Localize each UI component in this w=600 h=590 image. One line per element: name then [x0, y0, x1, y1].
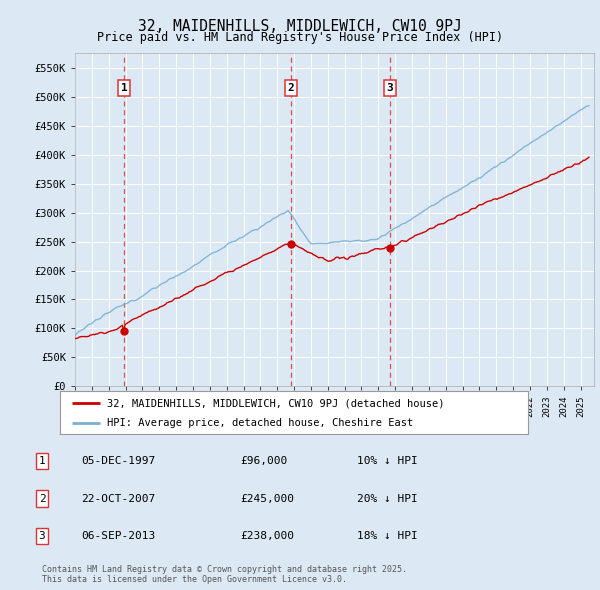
Text: 2: 2	[38, 494, 46, 503]
Text: 10% ↓ HPI: 10% ↓ HPI	[357, 457, 418, 466]
Text: 05-DEC-1997: 05-DEC-1997	[81, 457, 155, 466]
Text: 3: 3	[386, 83, 393, 93]
Text: HPI: Average price, detached house, Cheshire East: HPI: Average price, detached house, Ches…	[107, 418, 413, 428]
Text: 06-SEP-2013: 06-SEP-2013	[81, 531, 155, 540]
Text: £245,000: £245,000	[240, 494, 294, 503]
Text: 18% ↓ HPI: 18% ↓ HPI	[357, 531, 418, 540]
Text: 32, MAIDENHILLS, MIDDLEWICH, CW10 9PJ: 32, MAIDENHILLS, MIDDLEWICH, CW10 9PJ	[138, 19, 462, 34]
Text: Price paid vs. HM Land Registry's House Price Index (HPI): Price paid vs. HM Land Registry's House …	[97, 31, 503, 44]
Text: 22-OCT-2007: 22-OCT-2007	[81, 494, 155, 503]
Text: 1: 1	[121, 83, 128, 93]
Text: £238,000: £238,000	[240, 531, 294, 540]
Text: £96,000: £96,000	[240, 457, 287, 466]
Text: 1: 1	[38, 457, 46, 466]
Text: 20% ↓ HPI: 20% ↓ HPI	[357, 494, 418, 503]
Text: 3: 3	[38, 531, 46, 540]
Text: 32, MAIDENHILLS, MIDDLEWICH, CW10 9PJ (detached house): 32, MAIDENHILLS, MIDDLEWICH, CW10 9PJ (d…	[107, 398, 444, 408]
Text: 2: 2	[287, 83, 294, 93]
Text: Contains HM Land Registry data © Crown copyright and database right 2025.
This d: Contains HM Land Registry data © Crown c…	[42, 565, 407, 584]
